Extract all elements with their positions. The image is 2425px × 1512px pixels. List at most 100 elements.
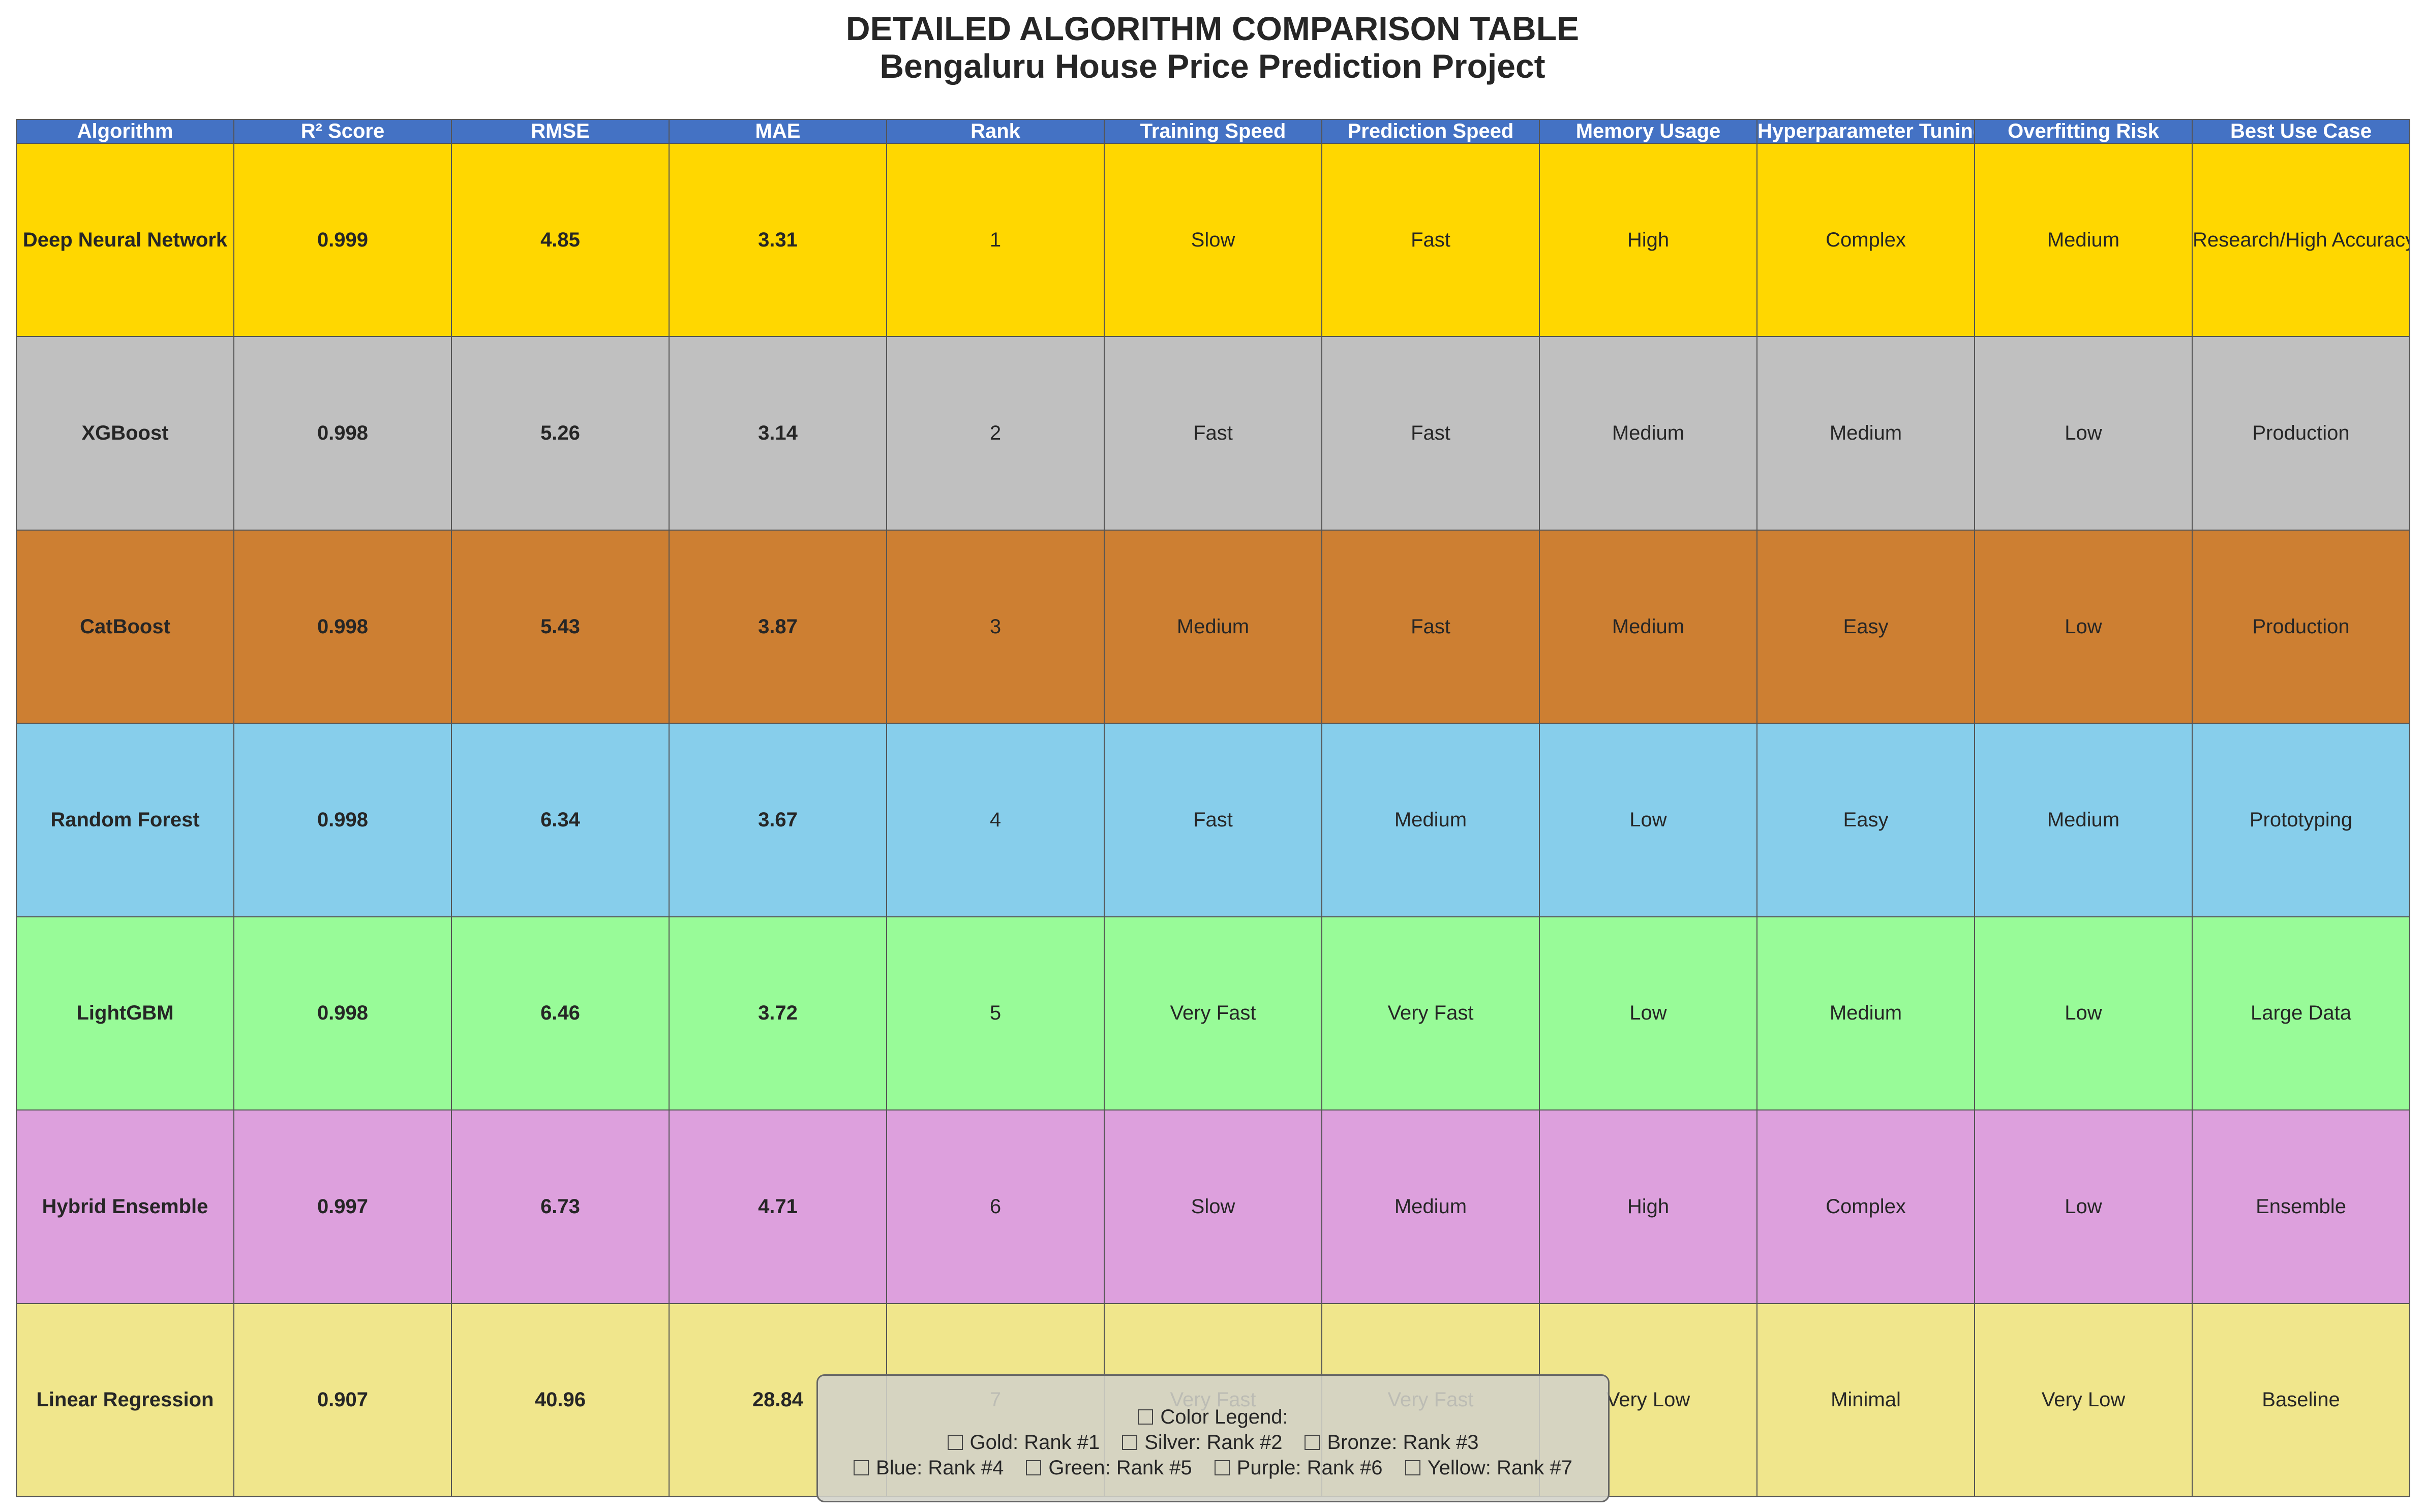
column-header-memory-usage: Memory Usage: [1539, 119, 1757, 144]
legend-label: Silver: Rank #2: [1144, 1431, 1283, 1454]
cell-rank: 4: [886, 723, 1105, 917]
cell-rank: 2: [886, 336, 1105, 531]
cell-memory-usage: Low: [1539, 723, 1757, 917]
legend-item: Purple: Rank #6: [1214, 1455, 1383, 1480]
cell-best-use-case: Research/High Accuracy: [2192, 142, 2410, 337]
cell-algorithm: Hybrid Ensemble: [16, 1109, 234, 1304]
cell-r-score: 0.997: [233, 1109, 452, 1304]
table-row: Hybrid Ensemble 0.997 6.73 4.71 6 Slow Medium H…: [16, 1109, 2410, 1304]
cell-r-score: 0.998: [233, 336, 452, 531]
cell-algorithm: CatBoost: [16, 529, 234, 724]
table-row: Random Forest 0.998 6.34 3.67 4 Fast Medium Low…: [16, 723, 2410, 917]
legend-glyph-icon: [1305, 1435, 1320, 1450]
cell-r-score: 0.998: [233, 723, 452, 917]
cell-rmse: 5.26: [451, 336, 670, 531]
table-row: CatBoost 0.998 5.43 3.87 3 Medium Fast Medium Ea…: [16, 529, 2410, 724]
table-row: XGBoost 0.998 5.26 3.14 2 Fast Fast Medium Mediu…: [16, 336, 2410, 531]
cell-overfitting-risk: Low: [1974, 1109, 2193, 1304]
legend-line: Gold: Rank #1 Silver: Rank #2 Bronze: Rank…: [818, 1430, 1608, 1455]
cell-rank: 6: [886, 1109, 1105, 1304]
legend-item: Silver: Rank #2: [1122, 1430, 1282, 1455]
cell-rmse: 4.85: [451, 142, 670, 337]
column-header-prediction-speed: Prediction Speed: [1321, 119, 1540, 144]
cell-hyperparameter-tuning: Medium: [1756, 336, 1975, 531]
legend-item: Green: Rank #5: [1026, 1455, 1192, 1480]
cell-training-speed: Fast: [1104, 336, 1322, 531]
table-row: LightGBM 0.998 6.46 3.72 5 Very Fast Very Fast…: [16, 916, 2410, 1111]
column-header-mae: MAE: [669, 119, 887, 144]
legend-line: Blue: Rank #4 Green: Rank #5 Purple: Rank …: [818, 1455, 1608, 1480]
cell-hyperparameter-tuning: Complex: [1756, 142, 1975, 337]
cell-overfitting-risk: Low: [1974, 336, 2193, 531]
cell-rmse: 6.73: [451, 1109, 670, 1304]
cell-prediction-speed: Medium: [1321, 1109, 1540, 1304]
cell-hyperparameter-tuning: Easy: [1756, 529, 1975, 724]
legend-item: Gold: Rank #1: [947, 1430, 1100, 1455]
cell-memory-usage: Medium: [1539, 529, 1757, 724]
legend-glyph-icon: [947, 1435, 963, 1450]
cell-overfitting-risk: Low: [1974, 529, 2193, 724]
legend-glyph-icon: [1026, 1460, 1042, 1475]
cell-r-score: 0.999: [233, 142, 452, 337]
cell-r-score: 0.998: [233, 916, 452, 1111]
cell-prediction-speed: Fast: [1321, 336, 1540, 531]
cell-rank: 3: [886, 529, 1105, 724]
cell-mae: 3.67: [669, 723, 887, 917]
column-header-overfitting-risk: Overfitting Risk: [1974, 119, 2193, 144]
cell-rmse: 40.96: [451, 1303, 670, 1498]
cell-training-speed: Slow: [1104, 142, 1322, 337]
table-header-row: Algorithm R² Score RMSE MAE Rank Training Spe…: [16, 119, 2410, 144]
cell-best-use-case: Ensemble: [2192, 1109, 2410, 1304]
cell-algorithm: XGBoost: [16, 336, 234, 531]
cell-memory-usage: High: [1539, 142, 1757, 337]
cell-algorithm: Linear Regression: [16, 1303, 234, 1498]
cell-prediction-speed: Fast: [1321, 142, 1540, 337]
column-header-r-score: R² Score: [233, 119, 452, 144]
cell-hyperparameter-tuning: Medium: [1756, 916, 1975, 1111]
cell-overfitting-risk: Very Low: [1974, 1303, 2193, 1498]
cell-algorithm: Random Forest: [16, 723, 234, 917]
cell-prediction-speed: Medium: [1321, 723, 1540, 917]
color-legend: Color Legend: Gold: Rank #1 Silver: Rank …: [816, 1374, 1610, 1502]
cell-rmse: 5.43: [451, 529, 670, 724]
table-body: Deep Neural Network 0.999 4.85 3.31 1 Slow Fas…: [16, 142, 2410, 1498]
legend-label: Bronze: Rank #3: [1327, 1431, 1479, 1454]
cell-mae: 4.71: [669, 1109, 887, 1304]
column-header-algorithm: Algorithm: [16, 119, 234, 144]
cell-mae: 3.31: [669, 142, 887, 337]
legend-label: Green: Rank #5: [1048, 1457, 1192, 1479]
cell-overfitting-risk: Medium: [1974, 723, 2193, 917]
chart-title: DETAILED ALGORITHM COMPARISON TABLE: [845, 10, 1580, 47]
legend-item: Bronze: Rank #3: [1305, 1430, 1478, 1455]
cell-memory-usage: Low: [1539, 916, 1757, 1111]
legend-label: Blue: Rank #4: [876, 1457, 1004, 1479]
cell-best-use-case: Prototyping: [2192, 723, 2410, 917]
cell-algorithm: Deep Neural Network: [16, 142, 234, 337]
legend-label: Purple: Rank #6: [1236, 1457, 1383, 1479]
cell-mae: 3.72: [669, 916, 887, 1111]
legend-glyph-icon: [1214, 1460, 1230, 1475]
cell-best-use-case: Production: [2192, 336, 2410, 531]
table-row: Deep Neural Network 0.999 4.85 3.31 1 Slow Fas…: [16, 142, 2410, 337]
cell-training-speed: Fast: [1104, 723, 1322, 917]
legend-item: Yellow: Rank #7: [1405, 1455, 1572, 1480]
legend-title-line: Color Legend:: [818, 1404, 1608, 1430]
cell-mae: 3.14: [669, 336, 887, 531]
column-header-training-speed: Training Speed: [1104, 119, 1322, 144]
cell-rmse: 6.34: [451, 723, 670, 917]
legend-item: Blue: Rank #4: [854, 1455, 1004, 1480]
legend-label: Gold: Rank #1: [969, 1431, 1100, 1454]
column-header-rank: Rank: [886, 119, 1105, 144]
legend-glyph-icon: [1405, 1460, 1420, 1475]
legend-glyph-icon: [1122, 1435, 1138, 1450]
comparison-table: Algorithm R² Score RMSE MAE Rank Training Spe…: [16, 119, 2410, 1498]
legend-title-glyph-icon: [1138, 1409, 1154, 1425]
cell-best-use-case: Baseline: [2192, 1303, 2410, 1498]
cell-r-score: 0.907: [233, 1303, 452, 1498]
cell-training-speed: Very Fast: [1104, 916, 1322, 1111]
cell-training-speed: Slow: [1104, 1109, 1322, 1304]
cell-hyperparameter-tuning: Complex: [1756, 1109, 1975, 1304]
cell-memory-usage: Medium: [1539, 336, 1757, 531]
cell-rank: 1: [886, 142, 1105, 337]
column-header-rmse: RMSE: [451, 119, 670, 144]
